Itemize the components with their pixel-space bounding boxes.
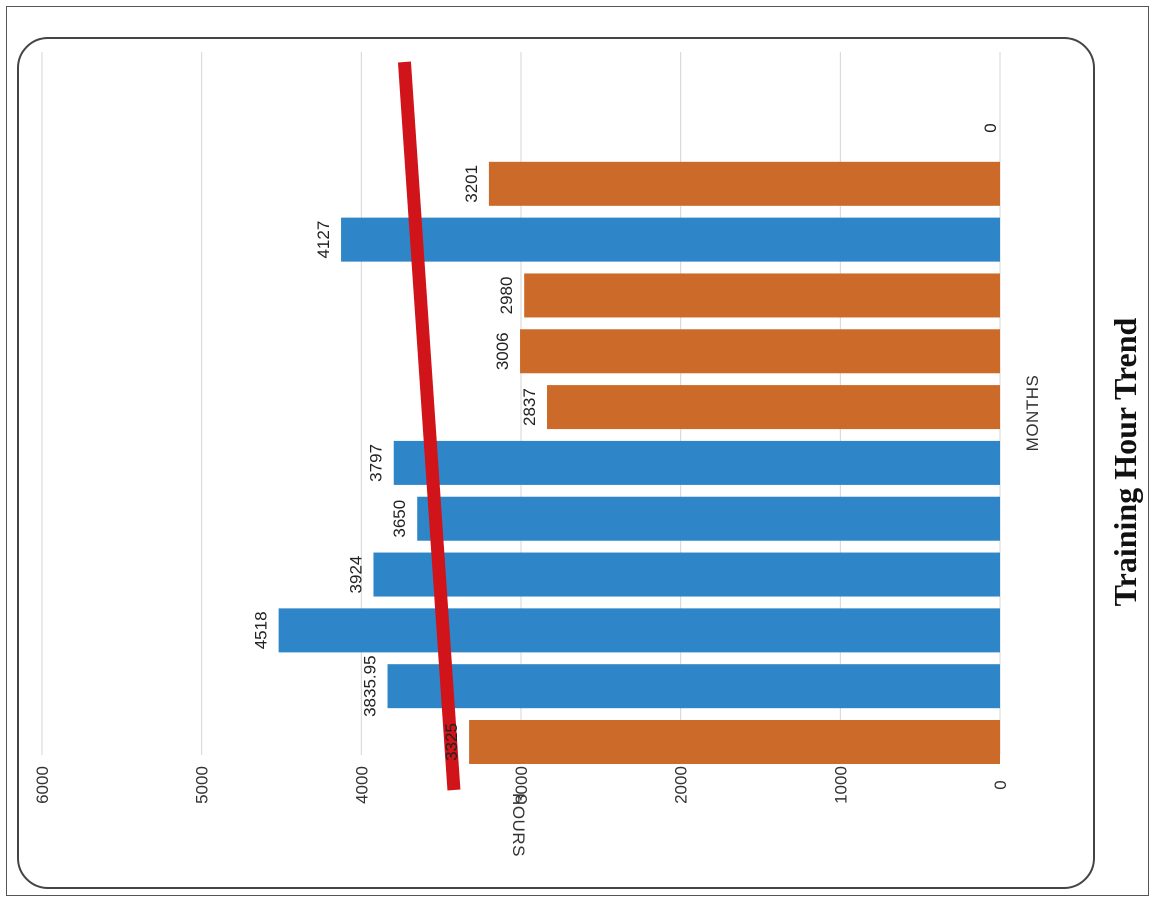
bar xyxy=(373,552,1000,597)
hours-tick-label: 2000 xyxy=(672,766,691,804)
bar xyxy=(278,608,1001,653)
hours-tick-label: 0 xyxy=(991,780,1010,789)
bar-data-label: 4127 xyxy=(314,221,333,259)
hours-tick-label: 3000 xyxy=(512,766,531,804)
chart-title: Training Hour Trend xyxy=(1107,317,1143,606)
bar xyxy=(393,440,1000,485)
hours-axis-title: HOURS xyxy=(509,793,528,857)
bar-data-label: 3650 xyxy=(390,500,409,538)
hours-tick-label: 1000 xyxy=(831,766,850,804)
bar xyxy=(547,385,1000,430)
bar-data-label: 2980 xyxy=(497,277,516,315)
bar xyxy=(417,496,1000,541)
bar-data-label: 0 xyxy=(981,123,1000,132)
bar-data-label: 3006 xyxy=(493,332,512,370)
months-axis-title: MONTHS xyxy=(1023,375,1042,452)
bar xyxy=(488,161,1000,206)
bar-data-label: 2837 xyxy=(520,388,539,426)
bar-data-label: 3835.95 xyxy=(361,655,380,716)
bar xyxy=(469,720,1000,764)
bar xyxy=(341,217,1000,262)
bar-data-label: 3325 xyxy=(442,723,461,761)
hours-tick-label: 6000 xyxy=(33,766,52,804)
scan-border xyxy=(6,6,1149,896)
hours-tick-label: 5000 xyxy=(193,766,212,804)
target-line-layer xyxy=(397,61,461,791)
hours-tick-label: 4000 xyxy=(352,766,371,804)
bar-data-label: 3201 xyxy=(462,165,481,203)
hours-axis-ticks: 0 1000 2000 3000 4000 5000 6000 xyxy=(33,766,1010,804)
bar-data-label: 3797 xyxy=(367,444,386,482)
bar-data-label: 3924 xyxy=(346,556,365,594)
bar xyxy=(387,664,1001,709)
target-line xyxy=(397,61,461,791)
bar xyxy=(524,273,1000,318)
bar-data-label: 4518 xyxy=(252,611,271,649)
bar xyxy=(520,329,1000,374)
bar-series xyxy=(278,161,1001,764)
